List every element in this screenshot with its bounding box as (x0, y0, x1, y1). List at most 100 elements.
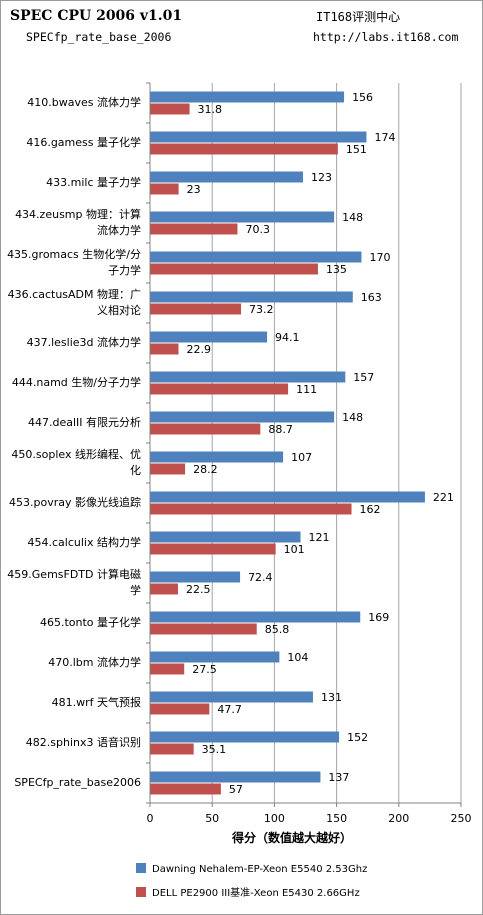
data-label-series1: 170 (369, 251, 390, 264)
legend-item-series1: Dawning Nehalem-EP-Xeon E5540 2.53Ghz (136, 863, 367, 877)
data-label-series2: 85.8 (265, 623, 290, 636)
chart-subtitle: SPECfp_rate_base_2006 (26, 30, 172, 44)
x-tick-label: 200 (388, 812, 409, 825)
bar-series1 (150, 291, 353, 303)
bar-series2 (150, 223, 238, 235)
y-category-label: 482.sphinx3 语音识别 (25, 736, 141, 749)
data-label-series2: 22.9 (186, 343, 211, 356)
legend-swatch-series2 (136, 887, 146, 897)
data-label-series1: 72.4 (248, 571, 273, 584)
bar-series2 (150, 463, 186, 475)
chart-title: SPEC CPU 2006 v1.01 (10, 8, 183, 24)
bar-series1 (150, 91, 345, 103)
bar-series2 (150, 543, 276, 555)
bar-series1 (150, 531, 301, 543)
data-label-series2: 111 (296, 383, 317, 396)
data-label-series1: 156 (352, 91, 373, 104)
bar-series1 (150, 251, 362, 263)
bar-series2 (150, 383, 289, 395)
bar-series1 (150, 331, 268, 343)
data-label-series1: 121 (309, 531, 330, 544)
data-label-series1: 152 (347, 731, 368, 744)
data-label-series2: 73.2 (249, 303, 273, 316)
data-label-series2: 35.1 (202, 743, 227, 756)
bar-series2 (150, 143, 338, 155)
legend-item-series2: DELL PE2900 III基准-Xeon E5430 2.66GHz (136, 887, 360, 901)
x-axis-label: 得分（数值越大越好） (232, 831, 353, 845)
data-label-series1: 148 (342, 411, 363, 424)
y-category-label: 437.leslie3d 流体力学 (26, 336, 141, 349)
y-category-label: 470.lbm 流体力学 (48, 656, 141, 669)
bar-series1 (150, 411, 335, 423)
y-category-label: SPECfp_rate_base2006 (14, 776, 141, 789)
data-label-series1: 157 (353, 371, 374, 384)
legend-label-series1: Dawning Nehalem-EP-Xeon E5540 2.53Ghz (152, 864, 368, 875)
x-tick-label: 50 (205, 812, 219, 825)
data-label-series1: 107 (291, 451, 312, 464)
bar-series1 (150, 731, 340, 743)
bar-series2 (150, 503, 352, 515)
bar-series2 (150, 103, 190, 115)
org-label: IT168评测中心 (316, 10, 401, 24)
bar-series1 (150, 771, 321, 783)
y-category-label: 436.cactusADM 物理：广义相对论 (7, 288, 141, 317)
data-label-series2: 23 (187, 183, 201, 196)
data-label-series1: 169 (368, 611, 389, 624)
bar-series1 (150, 371, 346, 383)
source-url: http://labs.it168.com (313, 30, 459, 44)
data-label-series1: 148 (342, 211, 363, 224)
bar-series2 (150, 263, 318, 275)
bar-series1 (150, 651, 280, 663)
data-label-series1: 174 (374, 131, 395, 144)
bar-series2 (150, 183, 179, 195)
bar-series2 (150, 423, 261, 435)
y-category-label: 416.gamess 量子化学 (26, 136, 141, 149)
data-label-series1: 137 (328, 771, 349, 784)
y-category-label: 410.bwaves 流体力学 (27, 96, 141, 109)
legend-swatch-series1 (136, 863, 146, 873)
plot-area (150, 83, 461, 803)
bar-series2 (150, 583, 178, 595)
data-label-series2: 47.7 (217, 703, 242, 716)
y-category-label: 434.zeusmp 物理：计算流体力学 (15, 208, 141, 237)
bar-series2 (150, 343, 179, 355)
y-category-label: 435.gromacs 生物化学/分子力学 (7, 248, 141, 277)
data-label-series1: 94.1 (275, 331, 300, 344)
bar-series2 (150, 743, 194, 755)
bar-series1 (150, 451, 284, 463)
data-label-series2: 28.2 (193, 463, 218, 476)
data-label-series1: 221 (433, 491, 454, 504)
data-label-series2: 162 (360, 503, 381, 516)
x-tick-label: 250 (451, 812, 472, 825)
legend-label-series2: DELL PE2900 III基准-Xeon E5430 2.66GHz (152, 888, 360, 899)
bar-series1 (150, 491, 425, 503)
x-tick-label: 0 (147, 812, 154, 825)
data-label-series2: 57 (229, 783, 243, 796)
data-label-series2: 31.8 (198, 103, 223, 116)
data-label-series2: 27.5 (192, 663, 217, 676)
y-category-label: 465.tonto 量子化学 (39, 616, 141, 629)
y-category-label: 444.namd 生物/分子力学 (11, 376, 141, 389)
data-label-series2: 70.3 (245, 223, 269, 236)
data-label-series1: 163 (361, 291, 382, 304)
bar-series2 (150, 703, 210, 715)
data-label-series1: 123 (311, 171, 332, 184)
data-label-series2: 88.7 (268, 423, 293, 436)
data-label-series2: 135 (326, 263, 347, 276)
y-category-label: 454.calculix 结构力学 (27, 536, 141, 549)
x-tick-label: 100 (264, 812, 285, 825)
bar-series2 (150, 303, 242, 315)
bar-series2 (150, 783, 221, 795)
y-category-label: 450.soplex 线形编程、优化 (11, 448, 141, 477)
data-label-series1: 131 (321, 691, 342, 704)
bar-series1 (150, 611, 361, 623)
bar-series1 (150, 571, 241, 583)
bar-series2 (150, 623, 257, 635)
data-label-series1: 104 (287, 651, 308, 664)
bar-series1 (150, 171, 304, 183)
bar-series1 (150, 131, 367, 143)
bar-series1 (150, 211, 335, 223)
y-category-label: 481.wrf 天气预报 (51, 696, 141, 709)
data-label-series2: 101 (284, 543, 305, 556)
